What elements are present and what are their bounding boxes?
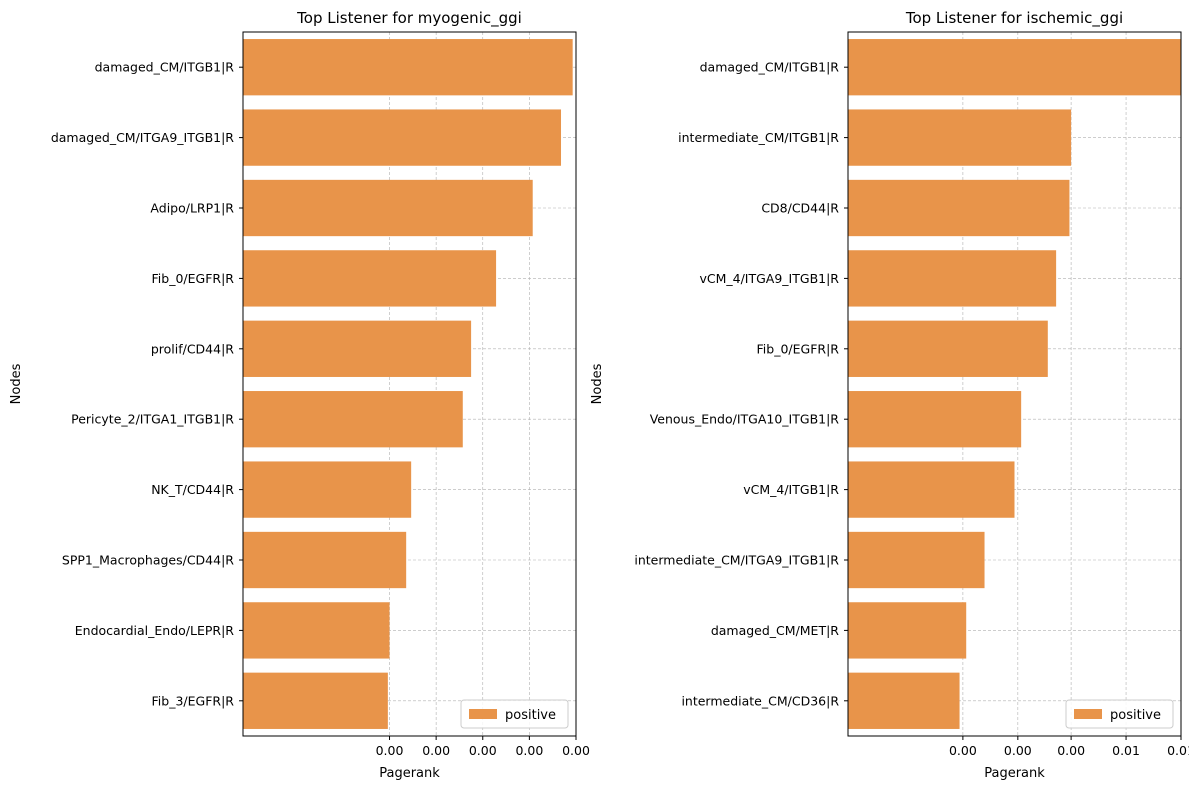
x-axis-label: Pagerank xyxy=(984,766,1045,781)
axes-frame xyxy=(847,31,1182,737)
x-tick-label: 0.01 xyxy=(1167,743,1189,758)
bar xyxy=(848,320,1048,377)
y-tick-label: NK_T/CD44|R xyxy=(151,482,234,497)
y-axis-label: Nodes xyxy=(9,363,24,404)
legend-swatch xyxy=(469,709,497,719)
y-tick-label: damaged_CM/ITGA9_ITGB1|R xyxy=(51,130,234,145)
bar xyxy=(243,179,533,237)
x-tick-label: 0.00 xyxy=(562,743,590,758)
y-tick-label: vCM_4/ITGA9_ITGB1|R xyxy=(699,271,839,286)
y-tick-label: SPP1_Macrophages/CD44|R xyxy=(62,553,234,568)
bar xyxy=(848,109,1072,166)
x-tick-label: 0.00 xyxy=(469,743,497,758)
y-tick-label: damaged_CM/ITGB1|R xyxy=(700,60,840,75)
bar xyxy=(848,602,967,659)
legend-label: positive xyxy=(1110,708,1161,723)
bar xyxy=(243,391,463,448)
bar xyxy=(243,672,388,729)
chart-title: Top Listener for myogenic_ggi xyxy=(296,9,522,28)
bar xyxy=(848,672,960,729)
y-tick-label: Endocardial_Endo/LEPR|R xyxy=(75,623,235,638)
y-tick-label: intermediate_CM/ITGA9_ITGB1|R xyxy=(634,553,839,568)
x-tick-label: 0.00 xyxy=(376,743,404,758)
y-tick-label: Fib_0/EGFR|R xyxy=(152,271,235,286)
y-tick-label: Fib_3/EGFR|R xyxy=(152,693,235,708)
bar xyxy=(848,531,985,589)
y-tick-label: intermediate_CM/ITGB1|R xyxy=(678,130,839,145)
bar xyxy=(243,461,412,518)
bar xyxy=(243,531,407,589)
y-axis-label: Nodes xyxy=(590,363,605,404)
x-tick-label: 0.00 xyxy=(949,743,977,758)
y-tick-label: vCM_4/ITGB1|R xyxy=(743,482,839,497)
legend: positive xyxy=(460,699,569,729)
y-tick-label: prolif/CD44|R xyxy=(151,341,234,356)
chart-panel-ischemic: damaged_CM/ITGB1|R intermediate_CM/ITGB1|… xyxy=(590,9,1189,781)
chart-panel-myogenic: damaged_CM/ITGB1|R damaged_CM/ITGA9_ITGB1… xyxy=(9,9,590,781)
bar xyxy=(243,602,390,659)
y-tick-label: damaged_CM/ITGB1|R xyxy=(95,60,235,75)
bar xyxy=(243,250,497,307)
legend: positive xyxy=(1065,699,1174,729)
bar xyxy=(848,39,1181,96)
x-tick-label: 0.01 xyxy=(1112,743,1140,758)
bar xyxy=(243,109,562,166)
bar xyxy=(848,391,1022,448)
bar xyxy=(243,39,573,96)
bar xyxy=(848,461,1015,518)
axes-frame xyxy=(242,31,577,737)
legend-label: positive xyxy=(505,708,556,723)
legend-swatch xyxy=(1074,709,1102,719)
x-axis-label: Pagerank xyxy=(379,766,440,781)
y-tick-label: Adipo/LRP1|R xyxy=(150,201,234,216)
x-tick-label: 0.00 xyxy=(422,743,450,758)
x-tick-label: 0.00 xyxy=(1057,743,1085,758)
y-tick-label: Pericyte_2/ITGA1_ITGB1|R xyxy=(71,412,234,427)
legend-box xyxy=(460,699,569,729)
y-tick-label: CD8/CD44|R xyxy=(761,201,839,216)
y-tick-label: intermediate_CM/CD36|R xyxy=(681,693,839,708)
chart-title: Top Listener for ischemic_ggi xyxy=(905,9,1123,28)
y-tick-label: Fib_0/EGFR|R xyxy=(757,341,840,356)
bar xyxy=(243,320,472,377)
legend-box xyxy=(1065,699,1174,729)
bar xyxy=(848,250,1057,307)
y-tick-label: damaged_CM/MET|R xyxy=(711,623,839,638)
x-tick-label: 0.00 xyxy=(1004,743,1032,758)
y-tick-label: Venous_Endo/ITGA10_ITGB1|R xyxy=(650,412,840,427)
bar xyxy=(848,179,1070,237)
x-tick-label: 0.00 xyxy=(515,743,543,758)
